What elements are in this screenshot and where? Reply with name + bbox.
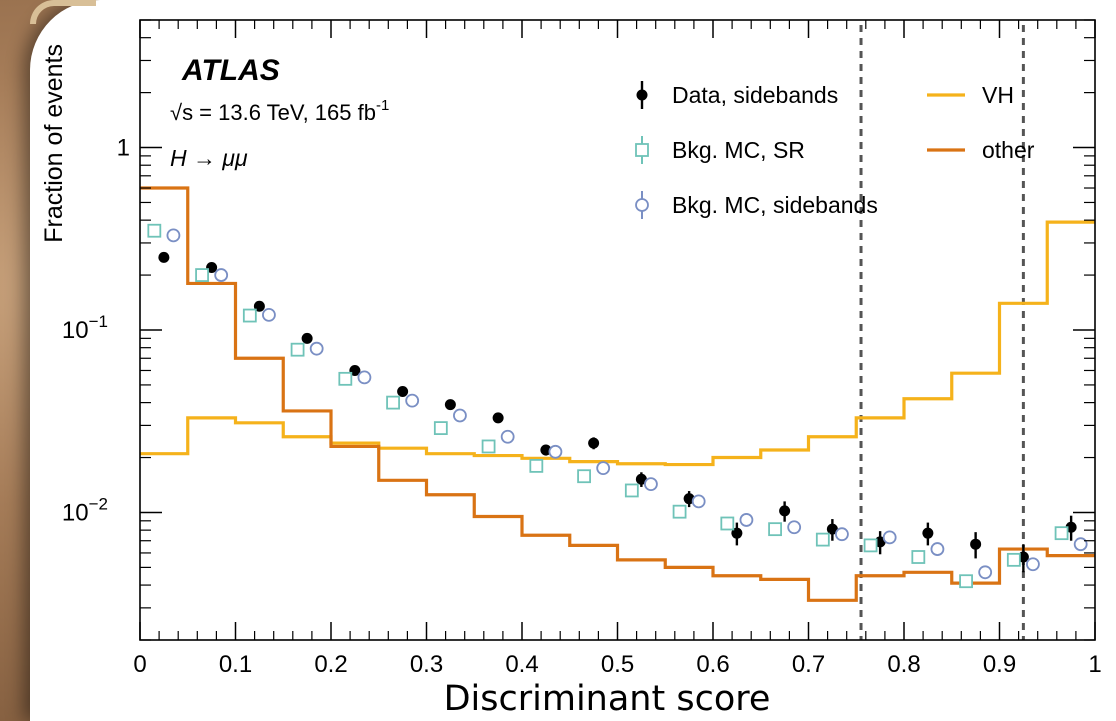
experiment-label: ATLAS: [181, 54, 280, 87]
point-bkg-mc-sidebands: [309, 341, 324, 356]
legend-marker-bkg-mc-sidebands: [635, 198, 649, 212]
point-bkg-mc-sidebands: [453, 408, 467, 423]
legend: Data, sidebands Bkg. MC, SR Bkg. MC, sideb…: [635, 81, 1035, 219]
point-data-sidebands: [826, 523, 838, 535]
point-bkg-mc-sr: [481, 439, 496, 454]
x-tick-label: 0.2: [314, 651, 347, 678]
point-bkg-mc-sr: [1006, 552, 1021, 567]
series-line-other: [140, 186, 1095, 602]
x-tick-label: 0.9: [983, 651, 1016, 678]
point-bkg-mc-sidebands: [214, 268, 229, 282]
point-bkg-mc-sidebands: [835, 527, 849, 542]
point-bkg-mc-sr: [1054, 526, 1069, 541]
x-tick-label: 0.5: [601, 651, 634, 678]
point-bkg-mc-sidebands: [548, 444, 563, 459]
x-axis-title: Discriminant score: [444, 679, 771, 719]
point-data-sidebands: [588, 437, 600, 449]
point-data-sidebands: [922, 527, 934, 539]
point-bkg-mc-sidebands: [644, 477, 658, 492]
series-line-vh: [140, 220, 1095, 467]
point-bkg-mc-sidebands: [405, 393, 420, 408]
x-tick-label: 0.1: [219, 651, 252, 678]
point-bkg-mc-sidebands: [500, 429, 515, 444]
point-data-sidebands: [779, 505, 791, 517]
point-bkg-mc-sr: [433, 421, 448, 435]
legend-label-bkg-mc-sidebands: Bkg. MC, sidebands: [672, 192, 878, 218]
point-bkg-mc-sidebands: [1073, 537, 1088, 552]
point-data-sidebands: [492, 412, 504, 424]
point-bkg-mc-sidebands: [596, 461, 611, 476]
x-tick-label: 0.7: [792, 651, 825, 678]
point-bkg-mc-sidebands: [787, 520, 802, 535]
point-bkg-mc-sr: [338, 371, 353, 386]
point-data-sidebands: [970, 538, 982, 550]
point-bkg-mc-sidebands: [357, 370, 372, 385]
legend-marker-data-sidebands: [636, 89, 648, 101]
point-bkg-mc-sr: [386, 395, 400, 410]
point-bkg-mc-sr: [768, 522, 782, 537]
point-bkg-mc-sidebands: [262, 307, 276, 322]
point-bkg-mc-sr: [147, 223, 162, 238]
x-tick-label: 0.3: [410, 651, 443, 678]
point-data-sidebands: [158, 251, 170, 263]
x-tick-label: 0.8: [887, 651, 920, 678]
point-bkg-mc-sr: [863, 538, 878, 553]
legend-label-vh: VH: [982, 82, 1014, 108]
x-tick-label: 0: [133, 651, 146, 678]
energy-lumi-label: √s = 13.6 TeV, 165 fb-1: [170, 97, 389, 125]
point-bkg-mc-sr: [242, 308, 257, 323]
point-bkg-mc-sidebands: [882, 530, 897, 545]
x-tick-label: 0.4: [505, 651, 538, 678]
process-label: H → μμ: [170, 145, 248, 171]
point-bkg-mc-sr: [290, 342, 305, 357]
y-tick-label: 10−2: [62, 494, 108, 526]
point-bkg-mc-sidebands: [691, 494, 706, 509]
point-bkg-mc-sidebands: [739, 513, 754, 527]
point-bkg-mc-sidebands: [978, 565, 993, 580]
point-bkg-mc-sr: [911, 550, 926, 564]
legend-label-data-sidebands: Data, sidebands: [672, 82, 838, 108]
point-data-sidebands: [635, 473, 647, 485]
point-bkg-mc-sidebands: [1026, 557, 1040, 572]
point-bkg-mc-sr: [624, 483, 639, 498]
point-data-sidebands: [731, 527, 743, 539]
point-bkg-mc-sr: [672, 504, 687, 519]
legend-label-other: other: [982, 137, 1035, 163]
legend-marker-bkg-mc-sr: [635, 143, 649, 157]
point-bkg-mc-sr: [577, 469, 591, 484]
point-bkg-mc-sidebands: [930, 542, 945, 556]
point-bkg-mc-sidebands: [166, 228, 181, 243]
x-tick-label: 1: [1088, 651, 1101, 678]
chart-card: 0 0.1 0.2 0.3 0.4 0.5 0.6 0.7 0.8 0.9 1 10−2 10−1 1 F…: [30, 0, 1116, 721]
point-data-sidebands: [397, 386, 409, 398]
y-tick-label: 10−1: [62, 312, 108, 344]
chart-canvas: 0 0.1 0.2 0.3 0.4 0.5 0.6 0.7 0.8 0.9 1 10−2 10−1 1 F…: [40, 19, 1102, 719]
point-bkg-mc-sr: [195, 268, 209, 282]
point-bkg-mc-sr: [720, 516, 735, 531]
point-bkg-mc-sr: [815, 532, 830, 547]
point-bkg-mc-sr: [529, 458, 544, 473]
plot-area-background: [140, 20, 1095, 640]
point-data-sidebands: [301, 332, 313, 344]
x-tick-label: 0.6: [696, 651, 729, 678]
point-bkg-mc-sr: [959, 574, 973, 589]
frame-decoration: [30, 0, 96, 24]
y-tick-label: 1: [117, 135, 130, 162]
point-data-sidebands: [444, 399, 456, 411]
legend-label-bkg-mc-sr: Bkg. MC, SR: [672, 137, 805, 163]
y-axis-title: Fraction of events: [40, 44, 68, 243]
